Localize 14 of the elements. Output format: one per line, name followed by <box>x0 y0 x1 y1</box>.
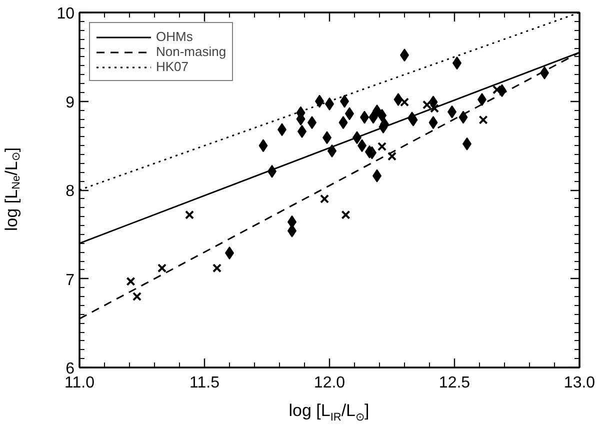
x-tick-label: 12.0 <box>314 374 346 392</box>
y-tick-label: 6 <box>66 360 75 378</box>
x-tick-label: 11.5 <box>190 374 220 392</box>
x-tick-label: 12.5 <box>438 374 470 392</box>
legend-label: OHMs <box>156 29 193 44</box>
legend-label: HK07 <box>156 59 189 74</box>
x-tick-label: 11.0 <box>64 374 95 392</box>
y-tick-label: 9 <box>66 94 75 112</box>
x-axis-title: log [L$_{IR}$/L$_{⊙}$] <box>288 401 370 426</box>
legend-label: Non-masing <box>156 44 226 59</box>
y-tick-label: 8 <box>66 183 75 200</box>
y-tick-label: 7 <box>66 272 75 289</box>
x-tick-label: 13.0 <box>564 374 596 392</box>
y-tick-label: 10 <box>56 6 75 22</box>
